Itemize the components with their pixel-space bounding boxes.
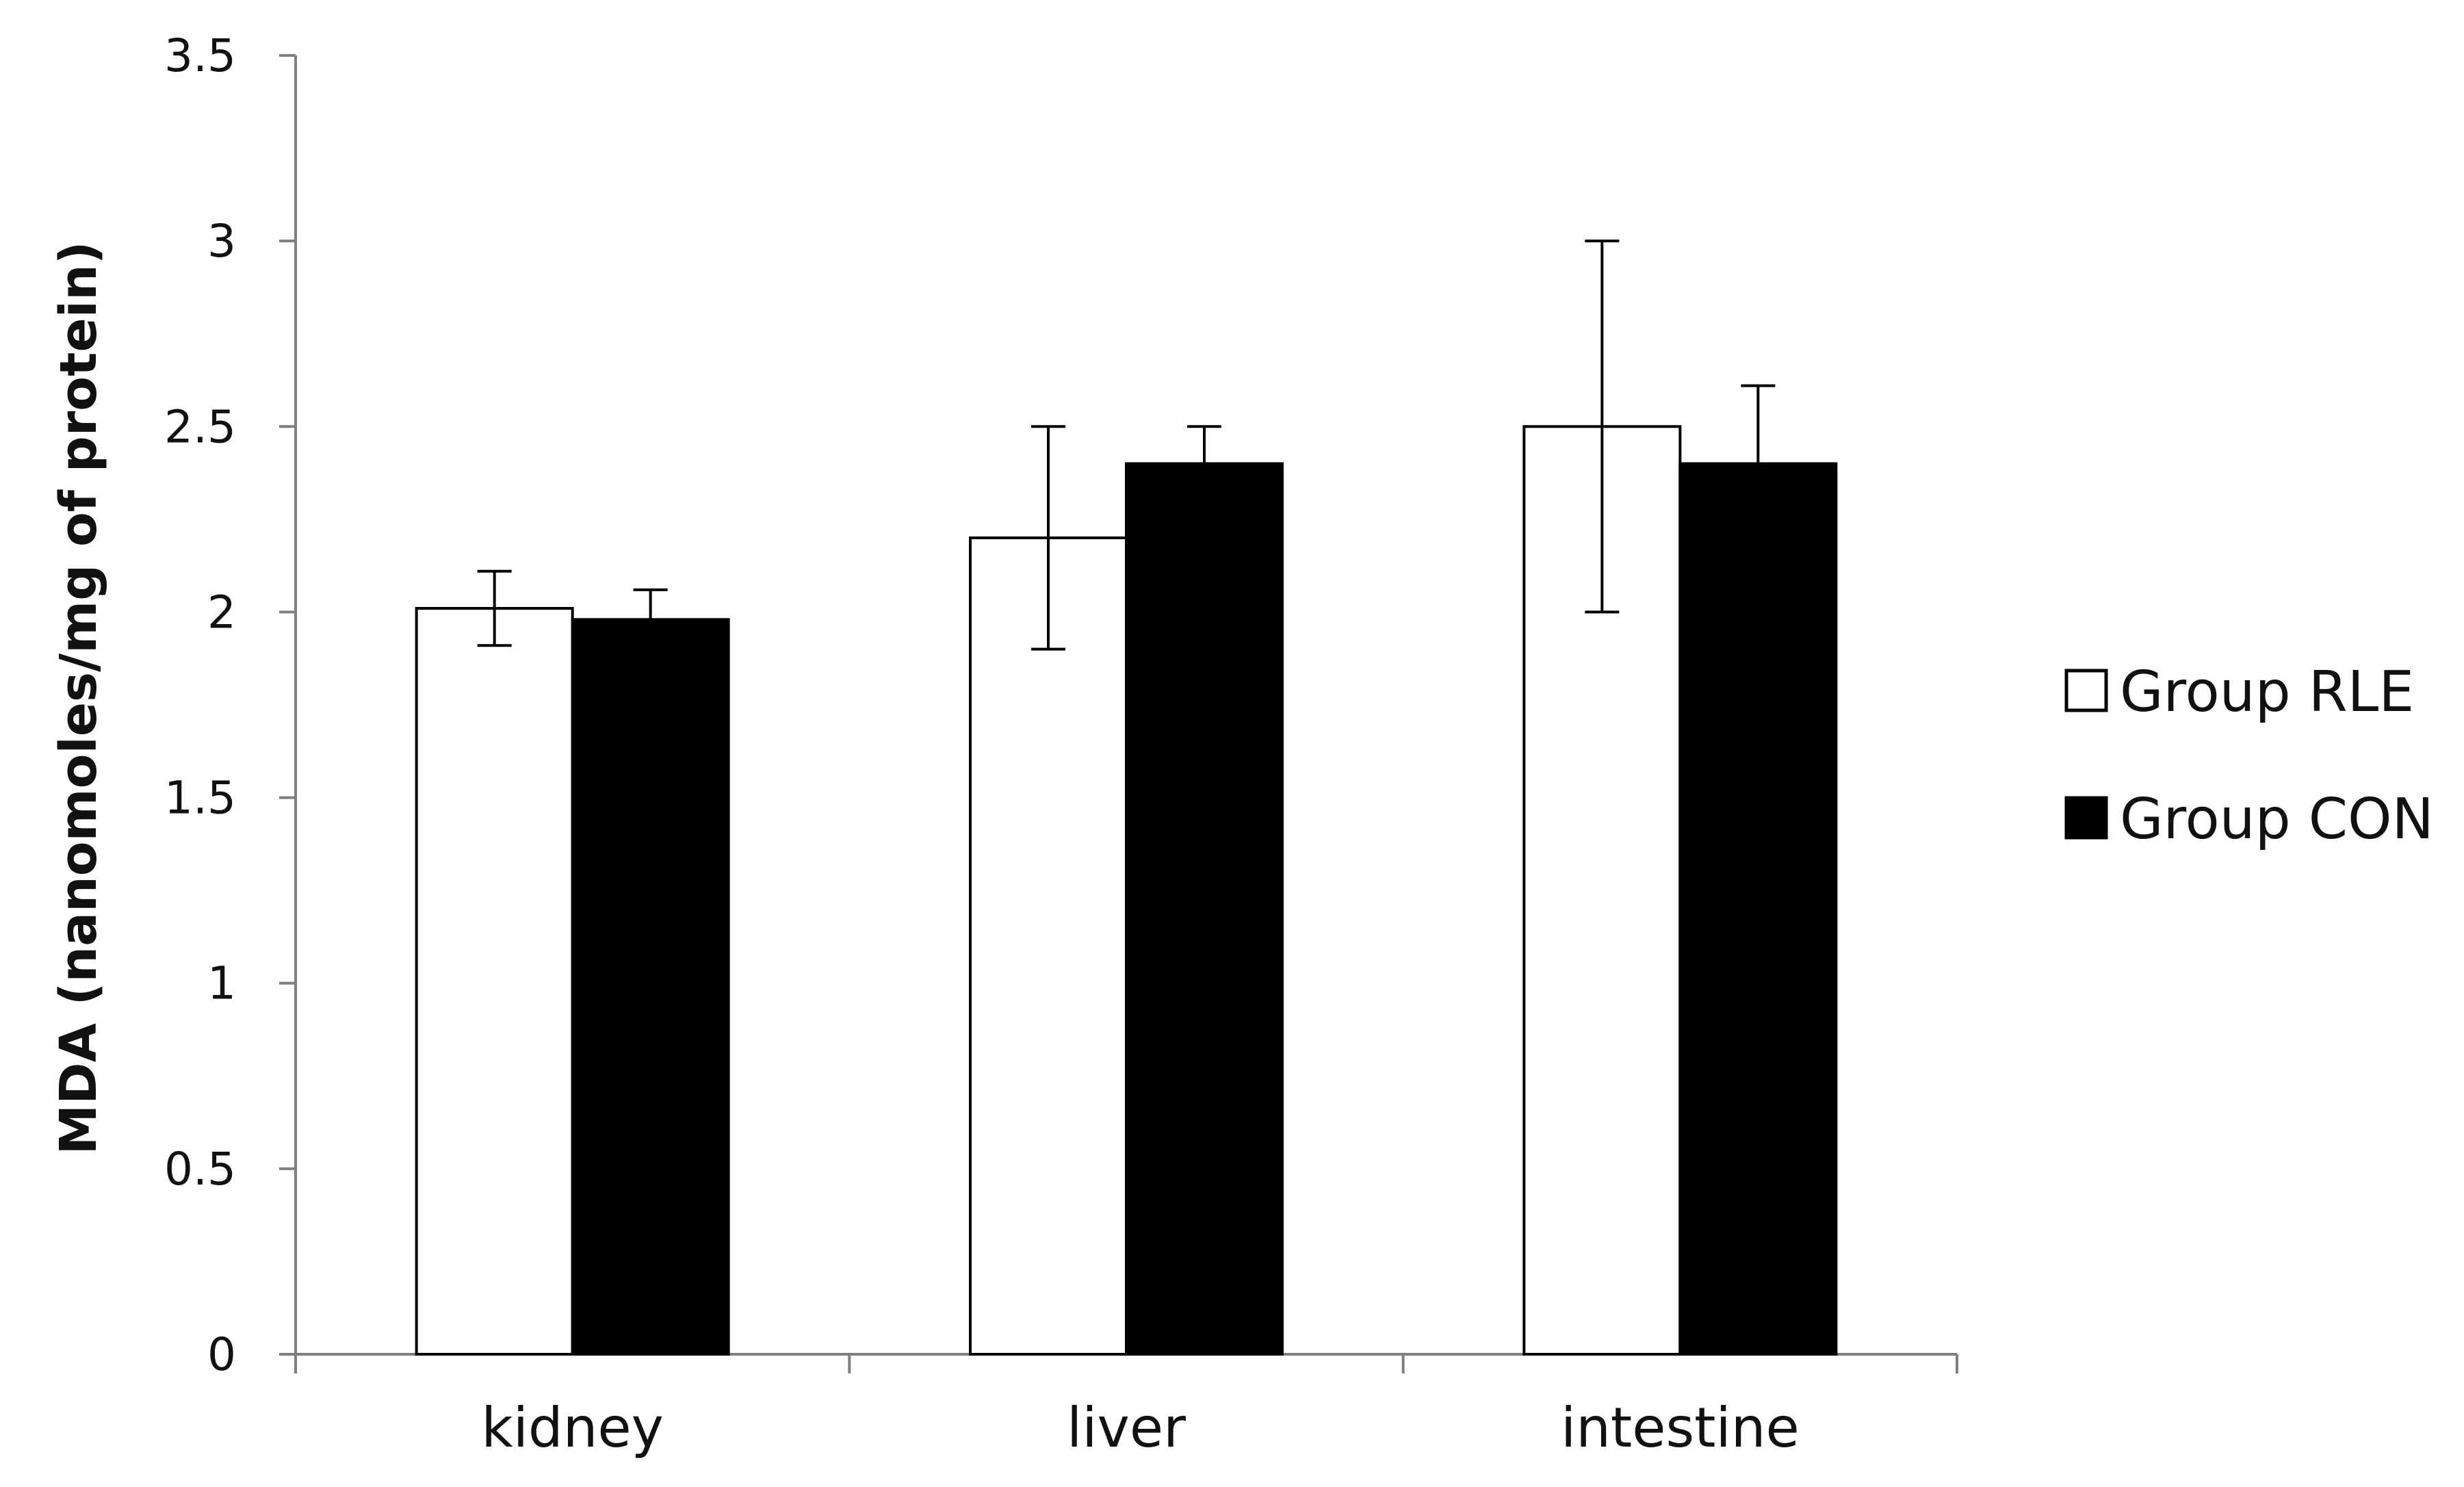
legend-label-rle: Group RLE (2120, 660, 2414, 725)
legend-label-con: Group CON (2120, 787, 2434, 852)
y-tick-label: 3.5 (164, 29, 236, 82)
y-tick-label: 2.5 (164, 400, 236, 453)
y-axis: 0 0.5 1 1.5 2 2.5 3 3.5 (164, 29, 297, 1381)
bar-kidney-con (571, 618, 730, 1356)
legend: Group RLE Group CON (2064, 660, 2434, 852)
category-label-intestine: intestine (1561, 1396, 1800, 1460)
y-axis-label: MDA (nanomoles/mg of protein) (49, 242, 108, 1155)
x-axis (294, 1353, 1958, 1373)
bar-kidney-rle (415, 607, 574, 1356)
error-bars (477, 240, 1776, 651)
bars (415, 425, 1838, 1356)
bar-liver-con (1125, 462, 1284, 1356)
y-tick-label: 0.5 (164, 1143, 236, 1195)
y-tick-label: 1.5 (164, 772, 236, 825)
bar-liver-rle (969, 536, 1128, 1356)
category-label-kidney: kidney (481, 1396, 664, 1460)
bar-intestine-con (1678, 462, 1838, 1356)
legend-swatch-rle (2064, 669, 2108, 712)
y-tick-label: 1 (207, 957, 236, 1010)
legend-swatch-con (2064, 796, 2108, 840)
category-labels: kidney liver intestine (481, 1396, 1799, 1460)
y-tick-label: 2 (207, 586, 236, 638)
category-label-liver: liver (1067, 1396, 1186, 1460)
y-tick-label: 0 (207, 1328, 236, 1381)
y-tick-label: 3 (207, 215, 236, 268)
